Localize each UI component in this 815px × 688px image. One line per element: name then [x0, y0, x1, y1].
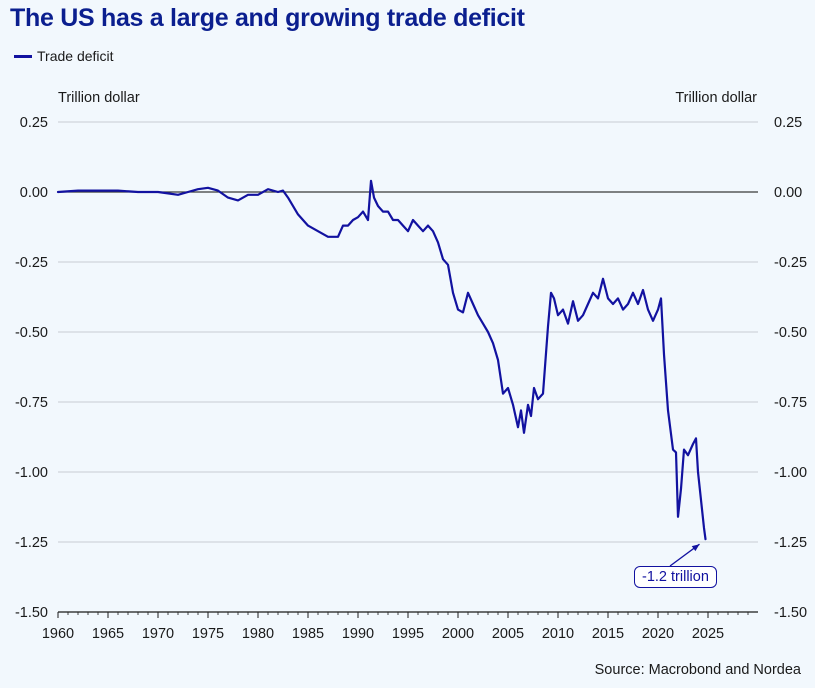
x-tick-label: 1965: [92, 626, 124, 642]
x-tick-label: 2015: [592, 626, 624, 642]
x-tick-label: 1985: [292, 626, 324, 642]
x-tick-label: 2000: [442, 626, 474, 642]
right-axis-unit: Trillion dollar: [675, 90, 757, 106]
y-tick-label-left: -1.00: [15, 465, 48, 481]
x-tick-label: 2005: [492, 626, 524, 642]
annotation-layer: [669, 543, 700, 567]
y-tick-label-right: -0.50: [774, 325, 807, 341]
y-tick-label-left: -0.25: [15, 255, 48, 271]
left-axis-unit: Trillion dollar: [58, 90, 140, 106]
x-tick-label: 2020: [642, 626, 674, 642]
y-tick-label-right: -0.75: [774, 395, 807, 411]
x-tick-label: 1960: [42, 626, 74, 642]
y-tick-label-left: -0.50: [15, 325, 48, 341]
x-tick-label: 2025: [692, 626, 724, 642]
y-tick-label-left: 0.00: [20, 185, 48, 201]
annotation-label: -1.2 trillion: [634, 566, 717, 588]
x-tick-label: 2010: [542, 626, 574, 642]
y-tick-label-right: -1.00: [774, 465, 807, 481]
y-tick-label-left: -1.25: [15, 535, 48, 551]
x-tick-label: 1980: [242, 626, 274, 642]
y-tick-label-left: -0.75: [15, 395, 48, 411]
y-tick-label-right: -1.25: [774, 535, 807, 551]
x-tick-label: 1970: [142, 626, 174, 642]
x-tick-label: 1990: [342, 626, 374, 642]
x-tick-label: 1995: [392, 626, 424, 642]
chart-title: The US has a large and growing trade def…: [10, 4, 525, 32]
y-tick-label-left: -1.50: [15, 605, 48, 621]
axis-tick-labels: 0.25 0.25 0.00 0.00 -0.25 -0.25 -0.50 -0.50 -0.7…: [15, 115, 807, 642]
legend: Trade deficit: [14, 48, 114, 64]
y-tick-label-right: -1.50: [774, 605, 807, 621]
x-tick-label: 1975: [192, 626, 224, 642]
source-note: Source: Macrobond and Nordea: [594, 662, 801, 678]
annotation-arrowhead: [691, 544, 700, 552]
legend-line-swatch: [14, 54, 32, 58]
legend-label: Trade deficit: [37, 48, 114, 64]
series-layer: [56, 179, 707, 541]
y-tick-label-right: 0.25: [774, 115, 802, 131]
gridlines: [57, 121, 758, 618]
y-tick-label-right: 0.00: [774, 185, 802, 201]
series-line-trade-deficit: [56, 179, 707, 541]
y-tick-label-right: -0.25: [774, 255, 807, 271]
y-tick-label-left: 0.25: [20, 115, 48, 131]
